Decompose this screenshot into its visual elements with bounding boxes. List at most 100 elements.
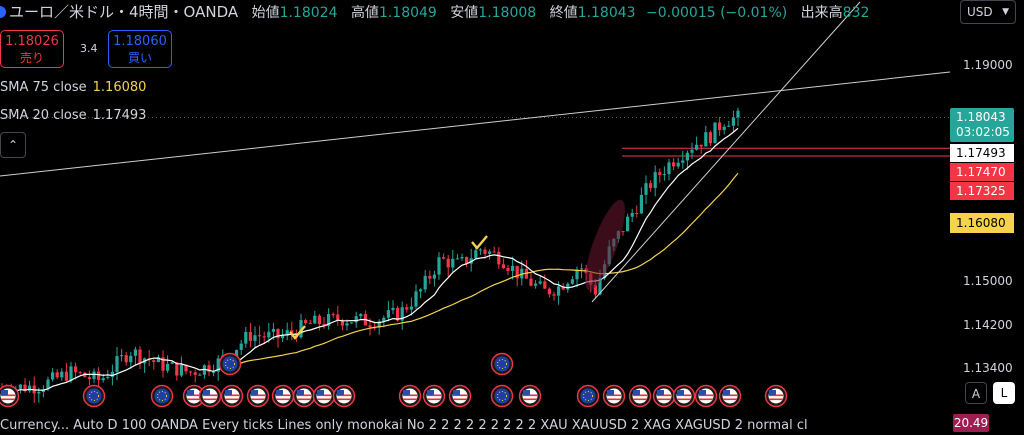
candle xyxy=(405,303,409,313)
candle xyxy=(161,350,165,378)
candle xyxy=(51,368,55,382)
candle xyxy=(258,325,262,345)
low-label: 安値 xyxy=(450,5,479,21)
candle xyxy=(635,205,639,218)
candle xyxy=(736,107,740,127)
us-flag-icon xyxy=(182,384,206,408)
us-flag-icon xyxy=(672,384,696,408)
volume-value: 832 xyxy=(842,5,870,21)
candle xyxy=(662,166,666,181)
candle xyxy=(308,320,312,325)
indicator-sma20-name: SMA 20 close xyxy=(0,108,87,123)
sell-price: 1.18026 xyxy=(5,34,59,49)
spread-value: 3.4 xyxy=(80,42,98,55)
sma75-line xyxy=(231,172,739,366)
eu-flag-icon xyxy=(576,384,600,408)
indicator-sma75[interactable]: SMA 75 close 1.16080 xyxy=(0,80,146,95)
candle xyxy=(428,270,432,285)
symbol-title[interactable]: ユーロ／米ドル・4時間・OANDA xyxy=(9,3,239,21)
candle xyxy=(350,322,354,324)
candle xyxy=(460,253,464,261)
buy-button[interactable]: 1.18060 買い xyxy=(108,30,172,68)
eu-flag-icon xyxy=(150,384,174,408)
us-flag-icon xyxy=(198,384,222,408)
candle xyxy=(465,256,469,268)
candle xyxy=(529,272,533,287)
candle xyxy=(488,249,492,260)
eu-flag-icon xyxy=(82,384,106,408)
candle xyxy=(649,180,653,192)
candle xyxy=(386,300,390,322)
candle xyxy=(60,368,64,381)
candle xyxy=(492,246,496,253)
us-flag-icon xyxy=(422,384,446,408)
us-flag-icon xyxy=(332,384,356,408)
indicator-sma20[interactable]: SMA 20 close 1.17493 xyxy=(0,108,146,123)
sell-button[interactable]: 1.18026 売り xyxy=(0,30,64,68)
candle xyxy=(198,373,202,376)
candle xyxy=(718,116,722,136)
candle xyxy=(202,364,206,379)
currency-selector[interactable]: USD ▼ xyxy=(960,0,1016,24)
level-1-tag: 1.17470 xyxy=(950,163,1014,181)
candle xyxy=(354,311,358,328)
candle xyxy=(708,130,712,147)
candle xyxy=(524,259,528,279)
countdown-value: 03:02:05 xyxy=(956,125,1010,139)
us-flag-icon xyxy=(518,384,542,408)
candle xyxy=(626,213,630,232)
eu-flag-icon xyxy=(490,352,514,376)
us-flag-icon xyxy=(628,384,652,408)
candle xyxy=(722,124,726,135)
auto-scale-button[interactable]: A xyxy=(965,382,987,404)
candle xyxy=(216,355,220,381)
candle xyxy=(41,385,45,398)
check-mark-1 xyxy=(289,325,306,340)
candle xyxy=(432,270,436,287)
sell-label: 売り xyxy=(19,51,44,65)
candle xyxy=(423,270,427,293)
candle xyxy=(520,260,524,286)
highlight-zone xyxy=(585,199,625,291)
candle xyxy=(143,357,147,373)
chevron-up-icon[interactable]: ⌃ xyxy=(0,132,26,158)
candle xyxy=(193,369,197,383)
axis-label-3: 1.14200 xyxy=(963,318,1013,332)
candle xyxy=(152,358,156,370)
candle xyxy=(391,300,395,315)
candle xyxy=(506,265,510,276)
last-price-value: 1.18043 xyxy=(956,110,1006,124)
symbol-header: ユーロ／米ドル・4時間・OANDA 始値1.18024 高値1.18049 安値… xyxy=(0,1,869,23)
candle xyxy=(667,159,671,181)
candle xyxy=(534,279,538,289)
sma20-line xyxy=(1,127,739,393)
chevron-down-icon: ▼ xyxy=(1002,7,1009,17)
sma75-price-tag: 1.16080 xyxy=(950,213,1014,233)
candle xyxy=(244,326,248,348)
candle xyxy=(469,248,473,272)
candle xyxy=(276,328,280,348)
candle xyxy=(713,122,717,144)
candle xyxy=(363,310,367,326)
log-scale-button[interactable]: L xyxy=(993,382,1015,404)
candle xyxy=(336,305,340,326)
candle xyxy=(331,312,335,318)
candle xyxy=(253,326,257,348)
us-flag-icon xyxy=(694,384,718,408)
candle xyxy=(166,355,170,373)
level-2-tag: 1.17325 xyxy=(950,182,1014,200)
candle xyxy=(92,368,96,384)
candle xyxy=(78,370,82,375)
candle xyxy=(248,323,252,348)
trendline-support xyxy=(591,1,861,303)
oanda-logo-icon xyxy=(0,6,6,18)
candle xyxy=(695,136,699,151)
open-label: 始値 xyxy=(251,5,280,21)
candle xyxy=(373,322,377,331)
candle xyxy=(207,360,211,376)
high-value: 1.18049 xyxy=(378,5,437,21)
candle xyxy=(115,347,119,381)
buy-price: 1.18060 xyxy=(113,34,167,49)
candle xyxy=(727,120,731,128)
